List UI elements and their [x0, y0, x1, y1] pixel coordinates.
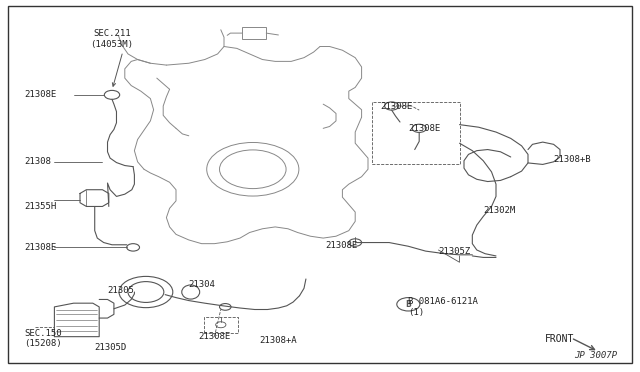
Text: JP 3007P: JP 3007P — [575, 351, 618, 360]
Text: 21308E: 21308E — [24, 243, 56, 252]
Text: 21308+B: 21308+B — [554, 155, 591, 164]
Text: SEC.150
(15208): SEC.150 (15208) — [24, 329, 62, 348]
Text: 21308E: 21308E — [24, 90, 56, 99]
Text: B: B — [406, 300, 411, 309]
Text: 21305D: 21305D — [95, 343, 127, 352]
Text: 21304: 21304 — [189, 280, 216, 289]
Text: 21308+A: 21308+A — [260, 336, 297, 345]
Text: 21305Z: 21305Z — [438, 247, 470, 256]
Text: 21308E: 21308E — [381, 102, 413, 110]
Text: 21308E: 21308E — [325, 241, 357, 250]
Text: 21308E: 21308E — [408, 124, 440, 133]
Text: FRONT: FRONT — [545, 334, 575, 343]
Text: 21302M: 21302M — [483, 206, 515, 215]
Text: SEC.211
(14053M): SEC.211 (14053M) — [90, 29, 134, 49]
Text: 21355H: 21355H — [24, 202, 56, 211]
Text: 21305: 21305 — [108, 286, 134, 295]
Text: B 081A6-6121A
(1): B 081A6-6121A (1) — [408, 297, 478, 317]
Text: 21308: 21308 — [24, 157, 51, 166]
Text: 21308E: 21308E — [198, 332, 230, 341]
